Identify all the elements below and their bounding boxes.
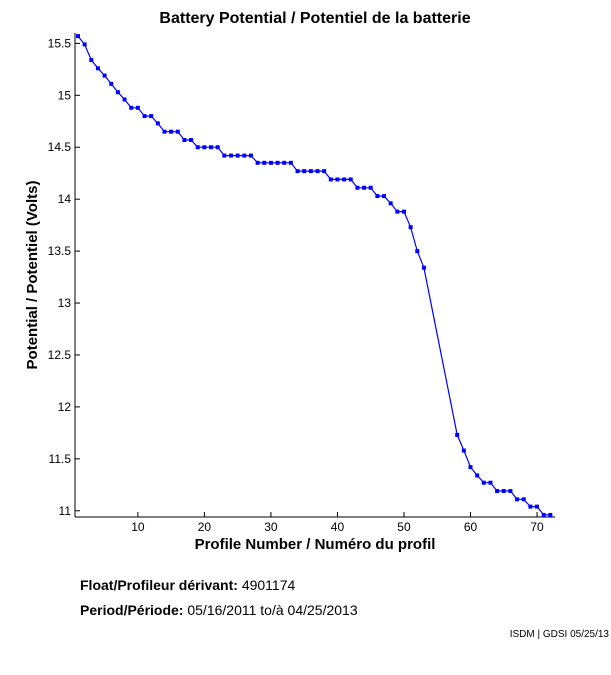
data-point — [82, 42, 87, 47]
data-point — [229, 153, 234, 158]
data-point — [541, 512, 546, 517]
data-point — [415, 249, 420, 254]
data-point — [95, 66, 100, 71]
y-axis-label: Potential / Potentiel (Volts) — [24, 181, 41, 370]
data-point — [315, 169, 320, 174]
period-separator: to/à — [260, 602, 284, 618]
data-point — [475, 473, 480, 478]
y-tick-label: 13 — [58, 296, 72, 310]
chart-title: Battery Potential / Potentiel de la batt… — [159, 10, 470, 27]
data-point — [282, 160, 287, 165]
data-point — [195, 145, 200, 150]
data-point — [421, 265, 426, 270]
y-tick-label: 13.5 — [48, 244, 72, 258]
x-tick-label: 10 — [131, 520, 145, 534]
data-point — [222, 153, 227, 158]
data-point — [401, 209, 406, 214]
data-point — [328, 177, 333, 182]
series-line — [77, 35, 551, 516]
data-point — [375, 194, 380, 199]
data-point — [288, 160, 293, 165]
data-point — [528, 504, 533, 509]
data-point — [182, 137, 187, 142]
x-tick-label: 50 — [397, 520, 411, 534]
data-point — [362, 185, 367, 190]
x-tick-label: 30 — [264, 520, 278, 534]
data-point — [162, 129, 167, 134]
data-point — [175, 129, 180, 134]
y-tick-label: 11 — [59, 504, 72, 518]
data-point — [488, 480, 493, 485]
float-id: 4901174 — [241, 577, 296, 593]
data-point — [102, 73, 107, 78]
y-tick-label: 14.5 — [48, 140, 72, 154]
data-point — [262, 160, 267, 165]
period-end: 04/25/2013 — [287, 602, 358, 618]
data-point — [248, 153, 253, 158]
x-tick-label: 40 — [331, 520, 345, 534]
x-axis-label: Profile Number / Numéro du profil — [195, 536, 436, 553]
data-point — [455, 432, 460, 437]
data-point — [155, 121, 160, 126]
data-point — [501, 489, 506, 494]
data-point — [308, 169, 313, 174]
float-label: Float/Profileur dérivant: — [80, 577, 238, 593]
data-point — [548, 512, 553, 517]
data-point — [355, 185, 360, 190]
x-tick-label: 70 — [530, 520, 544, 534]
data-point — [335, 177, 340, 182]
data-point — [508, 489, 513, 494]
data-point — [242, 153, 247, 158]
data-point — [142, 114, 147, 119]
data-point — [382, 194, 387, 199]
data-point — [189, 137, 194, 142]
y-tick-label: 15 — [58, 88, 72, 102]
period-info: Period/Période: 05/16/2011 to/à 04/25/20… — [80, 602, 358, 618]
period-label: Period/Période: — [80, 602, 184, 618]
y-tick-label: 15.5 — [48, 36, 72, 50]
data-point — [122, 97, 127, 102]
data-point — [348, 177, 353, 182]
x-tick-label: 20 — [198, 520, 212, 534]
data-point — [202, 145, 207, 150]
data-point — [235, 153, 240, 158]
data-point — [255, 160, 260, 165]
data-point — [342, 177, 347, 182]
data-point — [408, 225, 413, 230]
data-point — [89, 58, 94, 63]
data-point — [209, 145, 214, 150]
data-point — [322, 169, 327, 174]
data-point — [481, 480, 486, 485]
data-point — [535, 504, 540, 509]
data-point — [368, 185, 373, 190]
data-point — [169, 129, 174, 134]
data-point — [75, 34, 80, 39]
period-start: 05/16/2011 — [187, 602, 257, 618]
y-tick-label: 11.5 — [49, 452, 72, 466]
data-point — [495, 489, 500, 494]
data-point — [302, 169, 307, 174]
battery-chart: Battery Potential / Potentiel de la batt… — [24, 10, 555, 553]
data-point — [268, 160, 273, 165]
data-point — [275, 160, 280, 165]
y-tick-label: 12.5 — [48, 348, 72, 362]
data-point — [461, 448, 466, 453]
data-point — [149, 114, 154, 119]
float-info: Float/Profileur dérivant: 4901174 — [80, 577, 295, 593]
data-point — [109, 81, 114, 86]
data-point — [521, 497, 526, 502]
data-point — [215, 145, 220, 150]
data-point — [515, 497, 520, 502]
x-tick-label: 60 — [464, 520, 478, 534]
data-point — [295, 169, 300, 174]
y-tick-label: 12 — [58, 400, 72, 414]
data-point — [115, 90, 120, 95]
y-tick-label: 14 — [58, 192, 72, 206]
data-point — [388, 201, 393, 206]
data-point — [135, 105, 140, 110]
credit-text: ISDM | GDSI 05/25/13 — [509, 629, 609, 640]
data-point — [129, 105, 134, 110]
data-point — [395, 209, 400, 214]
data-point — [468, 465, 473, 470]
